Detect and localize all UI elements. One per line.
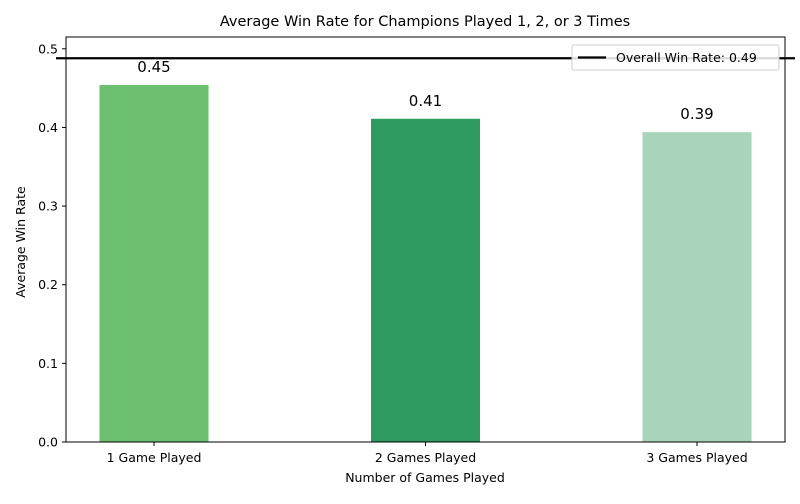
- y-tick-label-5: 0.5: [38, 41, 58, 56]
- data-label-3: 0.39: [680, 105, 713, 123]
- data-labels-layer: 0.45 0.41 0.39: [137, 58, 713, 123]
- y-tick-label-0: 0.0: [38, 435, 58, 450]
- legend-label: Overall Win Rate: 0.49: [616, 50, 757, 65]
- bars-layer: [99, 84, 752, 442]
- bar-2: [370, 118, 481, 442]
- chart-title: Average Win Rate for Champions Played 1,…: [220, 14, 630, 30]
- data-label-2: 0.41: [409, 92, 442, 110]
- x-axis: 1 Game Played 2 Games Played 3 Games Playe…: [107, 442, 748, 465]
- data-label-1: 0.45: [137, 58, 170, 76]
- x-tick-label-1: 1 Game Played: [107, 450, 202, 465]
- bar-3: [642, 132, 752, 442]
- y-tick-label-2: 0.2: [38, 277, 58, 292]
- x-tick-label-2: 2 Games Played: [375, 450, 476, 465]
- y-tick-label-4: 0.4: [38, 120, 58, 135]
- x-axis-label: Number of Games Played: [345, 470, 505, 485]
- y-axis: 0.0 0.1 0.2 0.3 0.4 0.5: [38, 41, 66, 450]
- y-tick-label-1: 0.1: [38, 356, 58, 371]
- y-tick-label-3: 0.3: [38, 199, 58, 214]
- bar-1: [99, 84, 209, 442]
- plot-frame: [65, 36, 786, 443]
- legend-box: [571, 44, 780, 71]
- y-axis-label: Average Win Rate: [13, 186, 28, 298]
- legend: Overall Win Rate: 0.49: [571, 44, 780, 71]
- x-tick-label-3: 3 Games Played: [646, 450, 747, 465]
